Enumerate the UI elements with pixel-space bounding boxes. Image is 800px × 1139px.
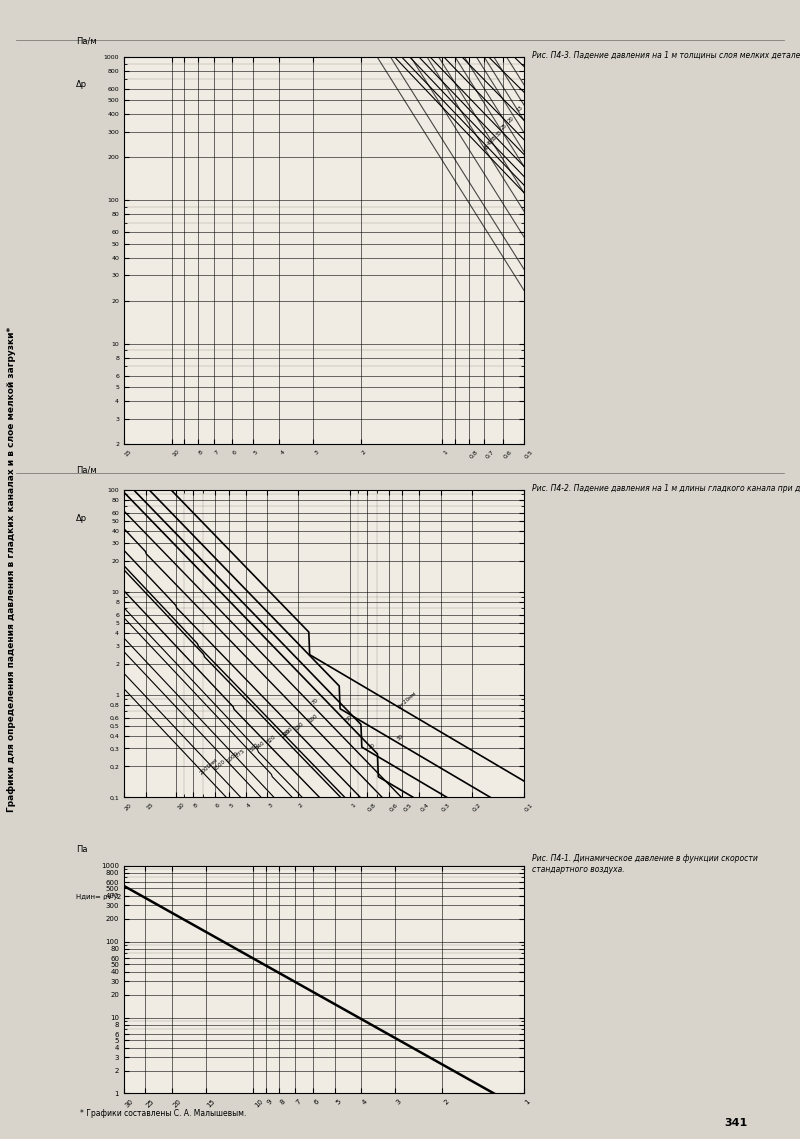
Text: Δp: Δp: [76, 80, 87, 89]
Text: Па: Па: [76, 845, 87, 854]
Text: 1000: 1000: [226, 751, 239, 764]
Text: 530: 530: [249, 743, 260, 753]
Text: 216: 216: [281, 728, 292, 738]
Text: 40: 40: [368, 743, 377, 751]
Text: Рис. П4-3. Падение давления на 1 м толщины слоя мелких деталей при движении в не: Рис. П4-3. Падение давления на 1 м толщи…: [532, 51, 800, 60]
Text: d=20мм: d=20мм: [397, 690, 418, 710]
Text: 30: 30: [396, 732, 404, 741]
Text: 341: 341: [724, 1117, 748, 1128]
Text: 20: 20: [506, 115, 515, 123]
Text: 45: 45: [483, 144, 491, 151]
Text: 15: 15: [515, 105, 524, 113]
Text: Па/м: Па/м: [76, 36, 97, 46]
Text: Рис. П4-1. Динамическое давление в функции скорости стандартного воздуха.: Рис. П4-1. Динамическое давление в функц…: [532, 854, 758, 874]
Text: 1500: 1500: [212, 759, 226, 772]
Text: 2000мм: 2000мм: [199, 757, 218, 776]
Text: * Графики составлены С. А. Малышевым.: * Графики составлены С. А. Малышевым.: [80, 1109, 246, 1118]
Text: 775: 775: [234, 748, 246, 759]
Text: Δp: Δp: [76, 515, 87, 524]
Text: 50: 50: [346, 714, 354, 722]
Text: Ндин= ρv²/2: Ндин= ρv²/2: [76, 893, 122, 900]
Text: 40: 40: [486, 139, 494, 147]
Text: Графики для определения падения давления в гладких каналах и в слое мелкой загру: Графики для определения падения давления…: [7, 327, 17, 812]
Text: 320: 320: [266, 735, 277, 745]
Text: 440: 440: [254, 740, 266, 751]
Text: 70: 70: [310, 697, 319, 705]
Text: 200: 200: [283, 726, 294, 737]
Text: 35: 35: [490, 134, 498, 142]
Text: 25: 25: [500, 123, 508, 131]
Text: 30: 30: [495, 130, 503, 138]
Text: 150: 150: [294, 721, 305, 731]
Text: Па/м: Па/м: [76, 466, 97, 474]
Text: Рис. П4-2. Падение давления на 1 м длины гладкого канала при движении в нем стан: Рис. П4-2. Падение давления на 1 м длины…: [532, 484, 800, 493]
Text: 100: 100: [307, 713, 318, 723]
